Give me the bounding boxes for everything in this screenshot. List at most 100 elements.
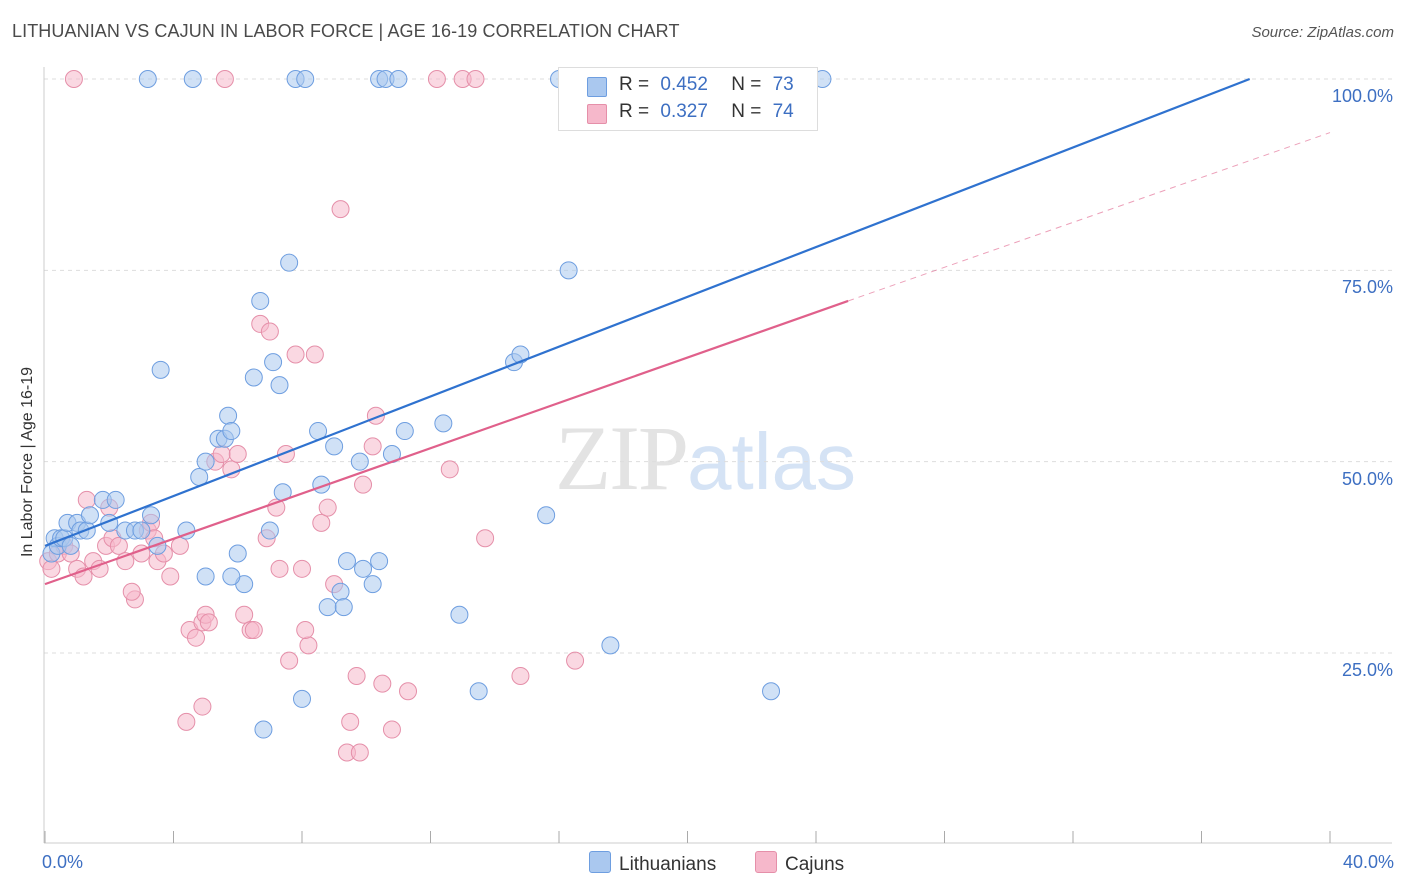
cajun-point <box>476 529 495 548</box>
lithuanian-point <box>350 452 369 471</box>
cajun-point <box>331 200 350 219</box>
chart-source: Source: ZipAtlas.com <box>1251 24 1394 41</box>
cajun-point <box>318 498 337 517</box>
legend-item-lithuanians[interactable]: Lithuanians <box>589 851 716 876</box>
cajun-point <box>77 490 96 509</box>
lithuanian-point <box>354 559 373 578</box>
x-tick-label: 40.0% <box>1342 852 1394 872</box>
cajun-point <box>170 536 189 555</box>
cajun-point <box>373 674 392 693</box>
stats-r-value: 0.327 <box>660 101 708 122</box>
lithuanian-point <box>395 422 414 441</box>
lithuanian-point <box>138 70 157 88</box>
points-layer <box>39 70 832 762</box>
lithuanian-point <box>293 689 311 708</box>
lithuanian-point <box>334 598 353 617</box>
lithuanian-point <box>151 360 170 379</box>
lithuanian-point <box>106 490 125 509</box>
cajun-point <box>350 743 369 762</box>
lithuanian-point <box>389 70 408 88</box>
cajun-point <box>244 621 263 640</box>
lithuanian-point <box>183 70 202 88</box>
legend-swatch-cajuns <box>755 851 777 873</box>
y-tick-label: 25.0% <box>1341 660 1393 680</box>
legend-label-lithuanians: Lithuanians <box>619 854 717 875</box>
lithuanian-point <box>80 506 99 525</box>
lithuanian-point <box>331 582 350 601</box>
y-axis-title: In Labor Force | Age 16-19 <box>19 366 36 558</box>
lithuanian-point <box>280 253 299 272</box>
cajun-point <box>399 682 418 701</box>
cajun-point <box>354 475 373 494</box>
stats-n-value: 73 <box>772 74 794 95</box>
cajun-point <box>161 567 180 586</box>
cajun-point <box>260 322 279 341</box>
cajun-point <box>347 666 366 685</box>
cajun-point <box>109 536 128 555</box>
stats-n-label: N = <box>731 74 762 95</box>
cajun-trendline-extension <box>847 132 1331 302</box>
cajun-point <box>64 70 83 88</box>
legend-label-cajuns: Cajuns <box>785 854 845 875</box>
cajun-point <box>42 559 61 578</box>
lithuanian-point <box>251 291 270 310</box>
lithuanian-point <box>434 414 453 433</box>
stats-r-value: 0.452 <box>660 74 708 95</box>
lithuanian-point <box>222 567 241 586</box>
y-tick-label: 50.0% <box>1341 468 1393 489</box>
cajun-point <box>212 445 231 464</box>
lithuanian-point <box>228 544 247 563</box>
cajun-point <box>186 628 205 647</box>
stats-r-label: R = <box>619 74 650 95</box>
cajun-point <box>511 666 530 685</box>
grid-layer <box>44 78 1392 654</box>
lithuanian-point <box>511 345 530 364</box>
cajun-point <box>440 460 459 479</box>
lithuanian-point <box>450 605 469 624</box>
lithuanian-point <box>132 521 151 540</box>
stats-row-cajuns: R = 0.327 N = 74 <box>619 101 794 127</box>
cajun-point <box>305 345 324 364</box>
cajun-point <box>228 445 247 464</box>
cajun-point <box>382 720 401 739</box>
cajun-point <box>341 712 360 731</box>
lithuanian-point <box>469 682 488 701</box>
cajun-point <box>280 651 299 670</box>
legend-swatch-lithuanians <box>589 851 611 873</box>
lithuanian-point <box>296 70 315 88</box>
lithuanian-point <box>537 506 556 525</box>
cajun-point <box>199 613 218 632</box>
stats-n-label: N = <box>731 101 762 122</box>
stats-swatch-cajuns <box>587 104 607 124</box>
cajun-point <box>312 513 331 532</box>
lithuanian-point <box>370 552 389 571</box>
cajun-point <box>296 621 315 640</box>
lithuanian-point <box>254 720 273 739</box>
lithuanian-point <box>264 353 283 372</box>
lithuanian-point <box>762 682 781 701</box>
lithuanian-point <box>325 437 344 456</box>
trend-layer <box>44 77 1331 586</box>
y-tick-label: 75.0% <box>1341 277 1393 298</box>
cajun-point <box>566 651 585 670</box>
cajun-point <box>293 559 311 578</box>
lithuanian-point <box>559 261 578 280</box>
lithuanian-point <box>337 552 356 571</box>
chart-title: LITHUANIAN VS CAJUN IN LABOR FORCE | AGE… <box>12 21 680 41</box>
lithuanian-point <box>270 376 289 395</box>
y-tick-label: 100.0% <box>1331 86 1393 106</box>
cajun-point <box>466 70 485 88</box>
lithuanian-point <box>318 598 337 617</box>
lithuanian-point <box>219 406 238 425</box>
lithuanian-point <box>601 636 620 655</box>
lithuanian-point <box>148 536 167 555</box>
cajun-point <box>193 697 212 716</box>
lithuanian-point <box>363 575 382 594</box>
legend-item-cajuns[interactable]: Cajuns <box>755 851 844 876</box>
cajun-point <box>215 70 234 88</box>
cajun-point <box>427 70 446 88</box>
lithuanian-point <box>196 452 215 471</box>
cajun-point <box>122 582 141 601</box>
stats-r-label: R = <box>619 101 650 122</box>
